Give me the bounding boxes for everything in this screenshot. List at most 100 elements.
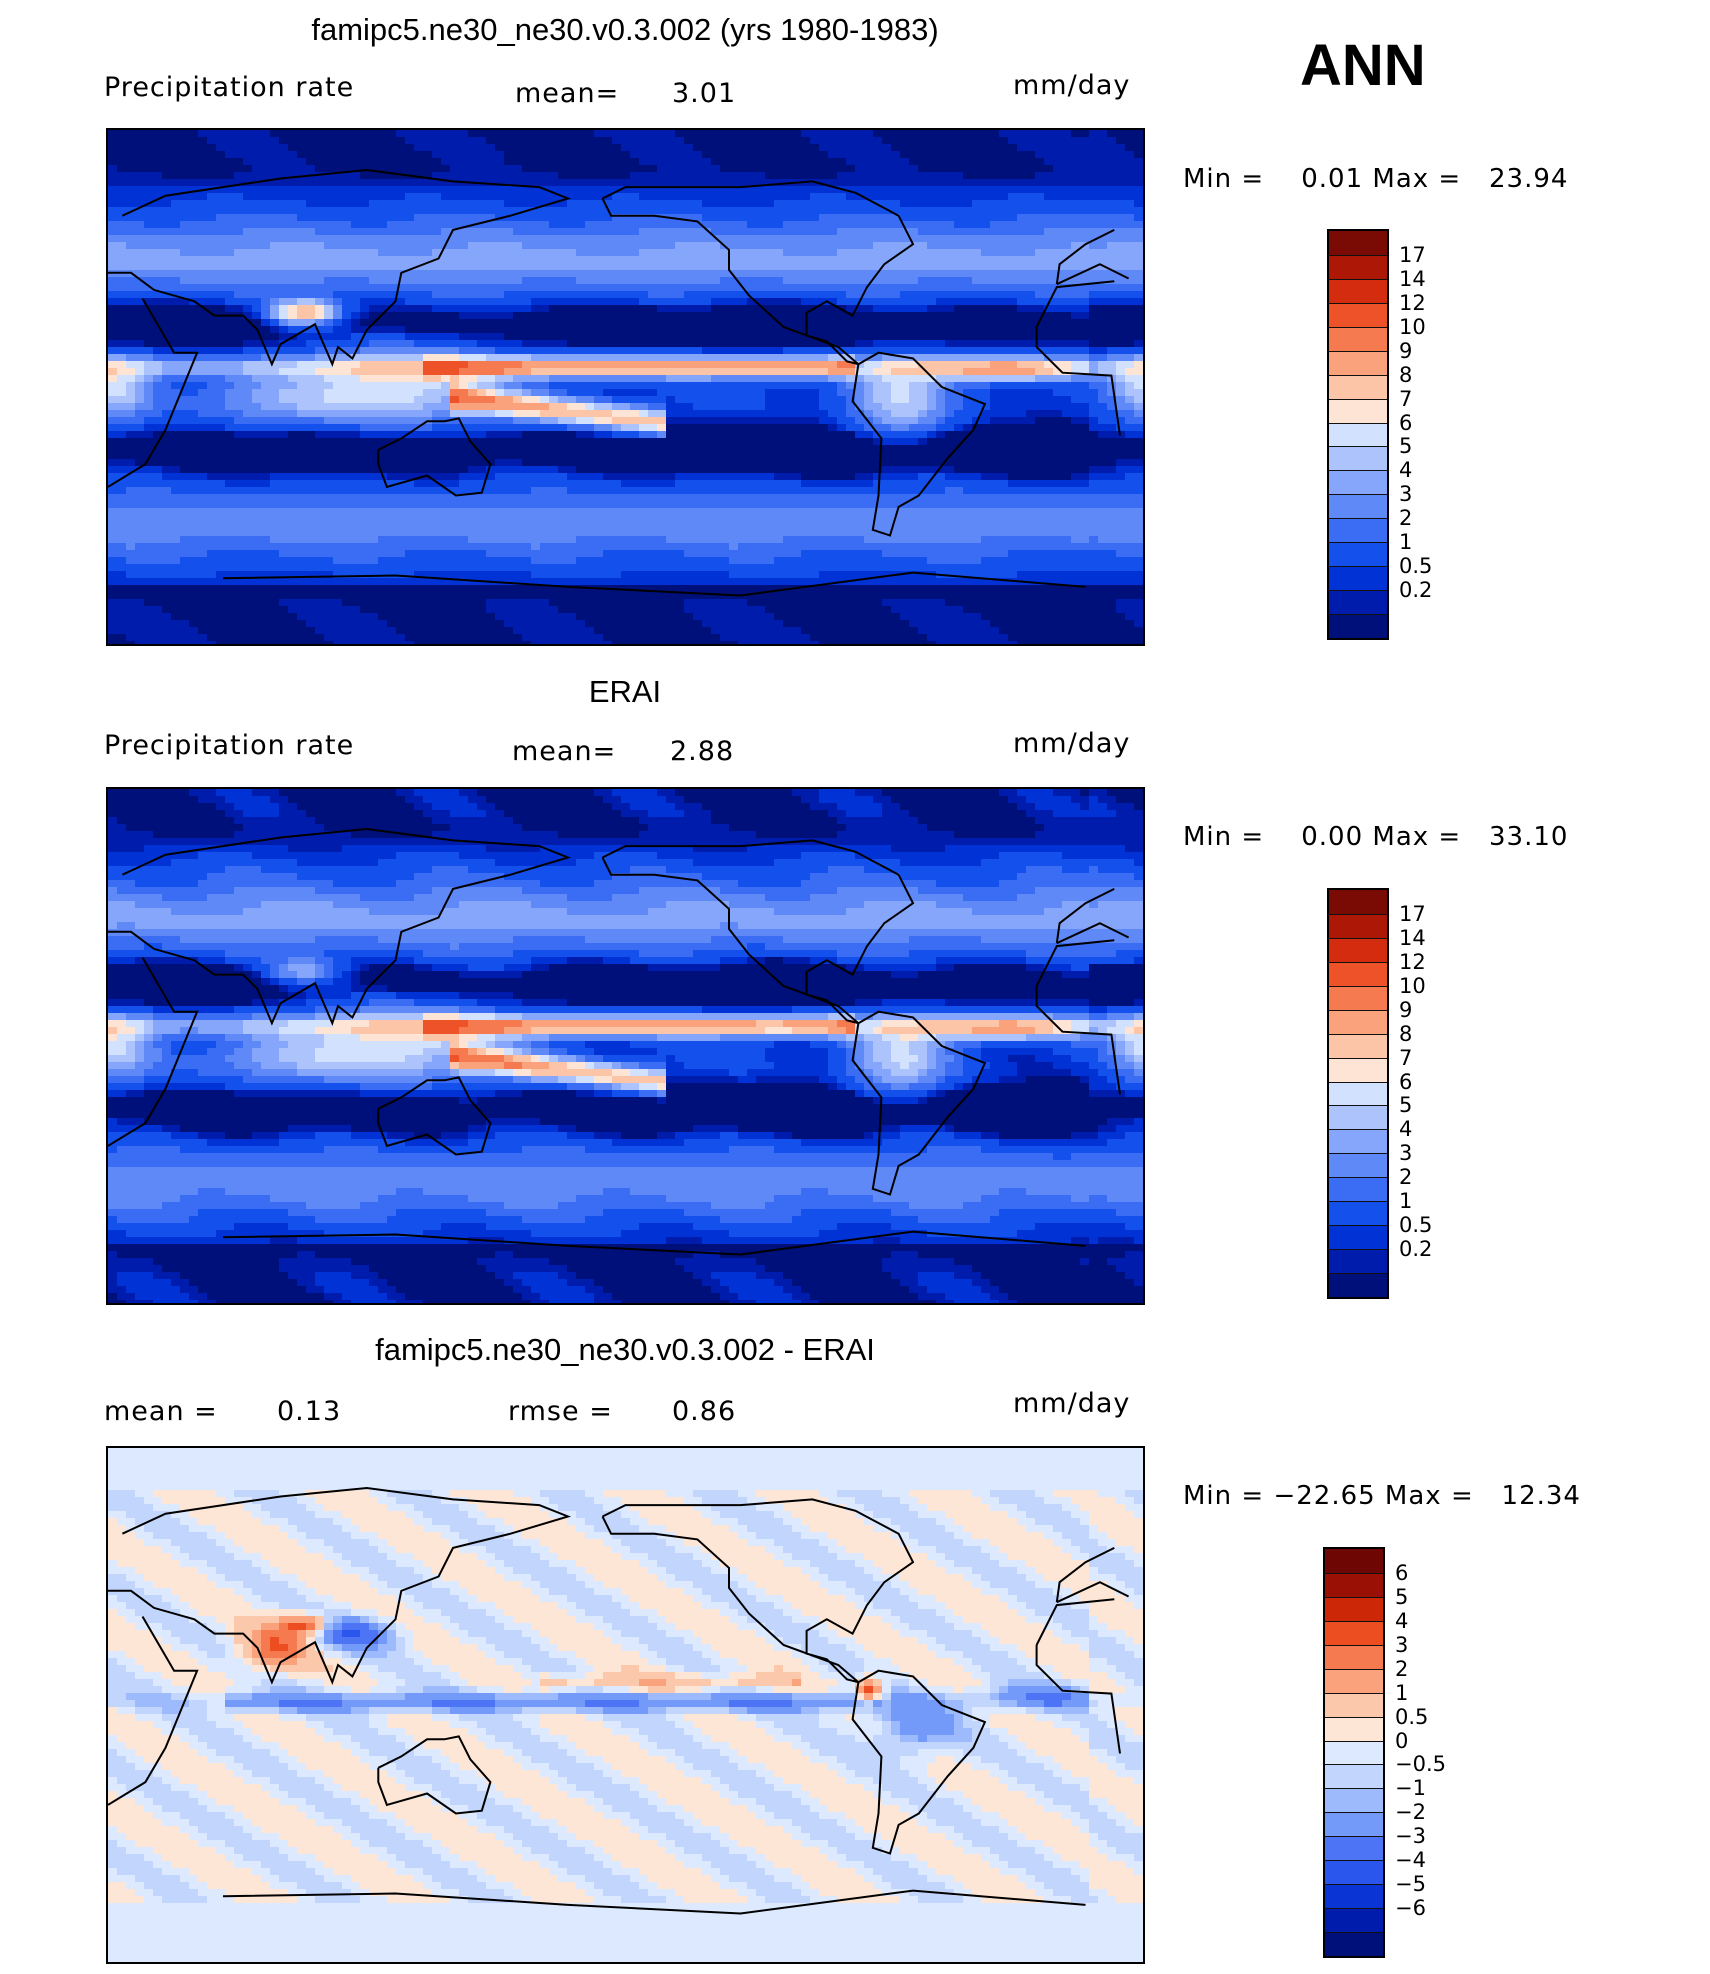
- field-cell: [999, 368, 1009, 376]
- field-cell: [1044, 333, 1054, 341]
- field-cell: [477, 333, 487, 341]
- field-cell: [225, 270, 235, 278]
- field-cell: [171, 214, 181, 222]
- field-cell: [441, 389, 451, 397]
- field-cell: [756, 137, 766, 145]
- field-cell: [234, 221, 244, 229]
- field-cell: [243, 228, 253, 236]
- field-cell: [603, 144, 613, 152]
- field-cell: [126, 347, 136, 355]
- field-cell: [981, 137, 991, 145]
- field-cell: [171, 158, 181, 166]
- field-cell: [567, 361, 577, 369]
- field-cell: [108, 235, 118, 243]
- field-cell: [441, 172, 451, 180]
- field-cell: [279, 242, 289, 250]
- field-cell: [1098, 389, 1108, 397]
- field-cell: [711, 284, 721, 292]
- field-cell: [126, 249, 136, 257]
- field-cell: [594, 284, 604, 292]
- field-cell: [792, 207, 802, 215]
- field-cell: [702, 368, 712, 376]
- field-cell: [414, 228, 424, 236]
- field-cell: [648, 270, 658, 278]
- field-cell: [207, 291, 217, 299]
- field-cell: [1044, 193, 1054, 201]
- field-cell: [648, 249, 658, 257]
- field-cell: [693, 333, 703, 341]
- field-cell: [441, 424, 451, 432]
- field-cell: [261, 410, 271, 418]
- field-cell: [261, 235, 271, 243]
- field-cell: [621, 417, 631, 425]
- field-cell: [450, 312, 460, 320]
- field-cell: [162, 263, 172, 271]
- field-cell: [153, 333, 163, 341]
- field-cell: [441, 354, 451, 362]
- field-cell: [135, 326, 145, 334]
- field-cell: [1134, 298, 1143, 306]
- field-cell: [828, 193, 838, 201]
- field-cell: [648, 347, 658, 355]
- field-cell: [603, 291, 613, 299]
- field-cell: [441, 158, 451, 166]
- field-cell: [360, 340, 370, 348]
- field-cell: [576, 165, 586, 173]
- field-cell: [765, 305, 775, 313]
- field-cell: [108, 207, 118, 215]
- field-cell: [423, 151, 433, 159]
- field-cell: [1026, 242, 1036, 250]
- field-cell: [756, 235, 766, 243]
- field-cell: [252, 354, 262, 362]
- field-cell: [351, 179, 361, 187]
- field-cell: [1116, 228, 1126, 236]
- field-cell: [846, 424, 856, 432]
- field-cell: [342, 270, 352, 278]
- field-cell: [423, 200, 433, 208]
- field-cell: [324, 361, 334, 369]
- field-cell: [1062, 221, 1072, 229]
- field-cell: [225, 368, 235, 376]
- field-cell: [504, 389, 514, 397]
- field-cell: [360, 305, 370, 313]
- field-cell: [558, 319, 568, 327]
- field-cell: [918, 382, 928, 390]
- field-cell: [342, 256, 352, 264]
- field-cell: [405, 179, 415, 187]
- field-cell: [864, 340, 874, 348]
- field-cell: [1008, 354, 1018, 362]
- field-cell: [630, 375, 640, 383]
- field-cell: [1107, 172, 1117, 180]
- field-cell: [1125, 207, 1135, 215]
- field-cell: [963, 291, 973, 299]
- field-cell: [351, 305, 361, 313]
- field-cell: [1134, 151, 1143, 159]
- field-cell: [333, 172, 343, 180]
- field-cell: [792, 158, 802, 166]
- field-cell: [549, 277, 559, 285]
- field-cell: [954, 235, 964, 243]
- field-cell: [801, 382, 811, 390]
- field-cell: [198, 431, 208, 439]
- field-cell: [486, 207, 496, 215]
- field-cell: [882, 389, 892, 397]
- field-cell: [1008, 186, 1018, 194]
- field-cell: [486, 417, 496, 425]
- field-cell: [909, 228, 919, 236]
- field-cell: [558, 137, 568, 145]
- field-cell: [855, 396, 865, 404]
- field-cell: [657, 361, 667, 369]
- field-cell: [936, 263, 946, 271]
- field-cell: [1116, 417, 1126, 425]
- field-cell: [828, 242, 838, 250]
- field-cell: [1008, 396, 1018, 404]
- field-cell: [747, 151, 757, 159]
- field-cell: [738, 361, 748, 369]
- field-cell: [945, 256, 955, 264]
- field-cell: [558, 312, 568, 320]
- field-cell: [387, 319, 397, 327]
- field-cell: [1026, 263, 1036, 271]
- field-cell: [873, 389, 883, 397]
- field-cell: [1116, 172, 1126, 180]
- field-cell: [207, 326, 217, 334]
